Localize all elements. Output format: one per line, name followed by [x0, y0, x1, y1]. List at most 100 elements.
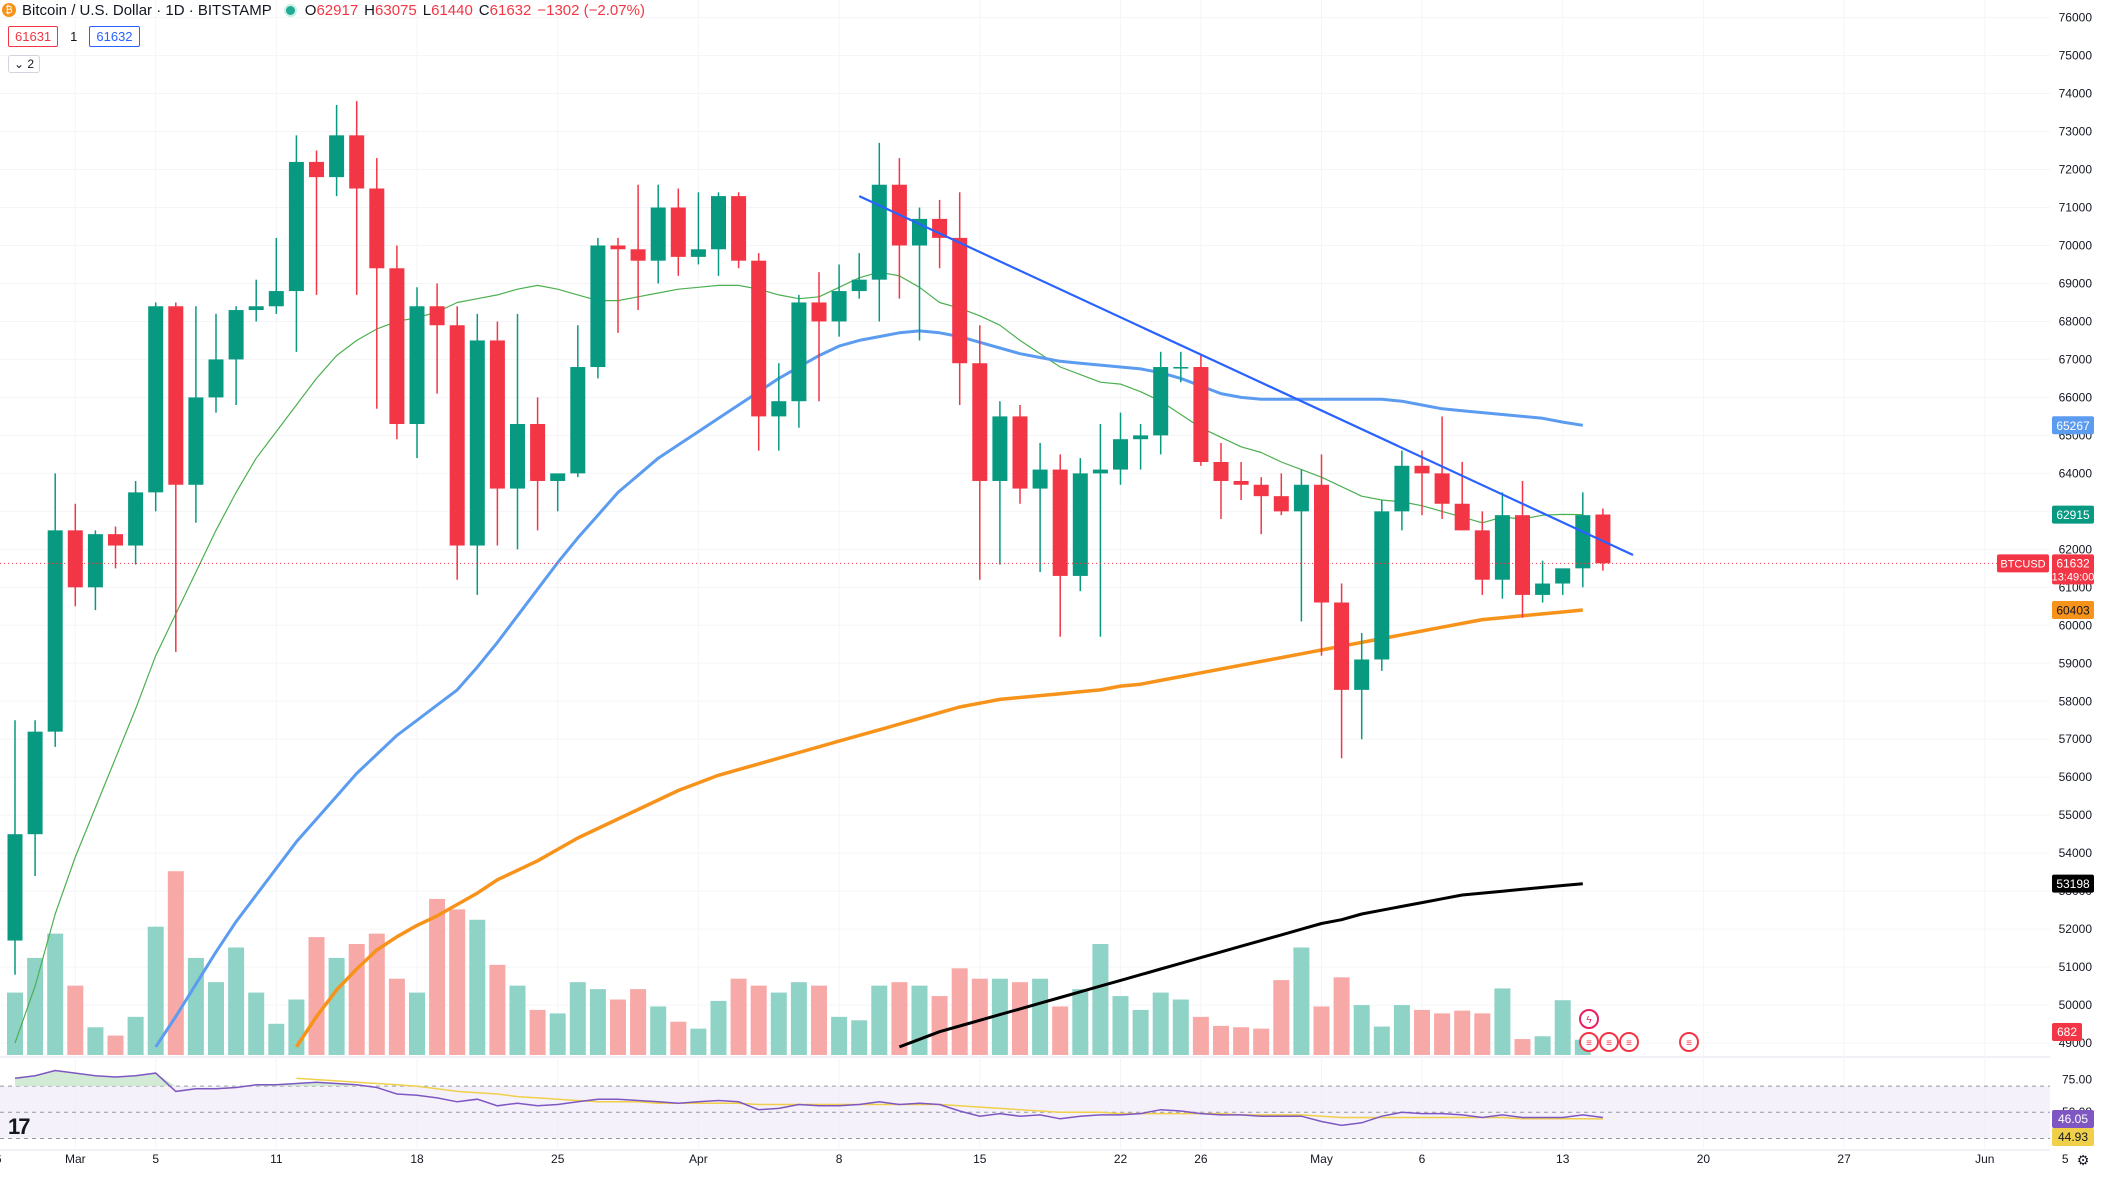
flag-event-icon[interactable]: ≡ — [1599, 1032, 1619, 1052]
candle[interactable] — [690, 249, 706, 257]
candle[interactable] — [791, 302, 807, 402]
candle[interactable] — [1454, 503, 1470, 531]
candle[interactable] — [871, 184, 887, 280]
ma-line-ma100[interactable] — [294, 608, 1583, 1048]
candle[interactable] — [650, 207, 666, 261]
flag-event-icon[interactable]: ≡ — [1679, 1032, 1699, 1052]
candle[interactable] — [1012, 416, 1028, 489]
tradingview-logo-icon[interactable]: 17 — [8, 1114, 31, 1139]
candle[interactable] — [630, 249, 646, 261]
price-axis[interactable]: 4900050000510005200053000540005500056000… — [1997, 0, 2114, 1175]
candle[interactable] — [1354, 659, 1370, 690]
candle[interactable] — [409, 306, 425, 424]
rsi-ma-value-label[interactable]: 44.93 — [2052, 1128, 2094, 1146]
candle[interactable] — [47, 530, 63, 732]
candle[interactable] — [148, 306, 164, 493]
candle[interactable] — [1253, 484, 1269, 497]
candle[interactable] — [1113, 439, 1128, 470]
rsi-ma-line[interactable] — [296, 1077, 1603, 1120]
market-status-icon[interactable] — [283, 3, 297, 17]
candle[interactable] — [1092, 469, 1108, 474]
indicators-toggle[interactable]: ⌄ 2 — [8, 55, 41, 73]
candle[interactable] — [208, 359, 224, 398]
buy-price-button[interactable]: 61632 — [89, 26, 140, 47]
candle[interactable] — [590, 245, 606, 368]
candle[interactable] — [1515, 515, 1530, 595]
candle[interactable] — [952, 237, 968, 364]
candle[interactable] — [751, 260, 767, 417]
candle[interactable] — [469, 340, 485, 546]
time-axis[interactable]: 26 Mar 5 11 18 25 Apr 8 15 22 26 May 6 13 20 27 Jun 5 — [0, 1152, 2069, 1166]
rsi-line[interactable] — [14, 1069, 1603, 1127]
candle[interactable] — [992, 416, 1008, 481]
candle[interactable] — [1494, 515, 1510, 580]
flag-event-icon[interactable]: ≡ — [1579, 1032, 1599, 1052]
candle[interactable] — [108, 534, 123, 546]
candle[interactable] — [128, 492, 144, 546]
candle[interactable] — [7, 834, 23, 941]
candle[interactable] — [489, 340, 505, 489]
candle[interactable] — [67, 530, 83, 588]
candle[interactable] — [1314, 484, 1329, 603]
candle[interactable] — [1434, 473, 1450, 504]
candle[interactable] — [1414, 465, 1430, 474]
symbol-label[interactable]: BTCUSD — [1997, 554, 2049, 573]
candle[interactable] — [228, 310, 244, 360]
trendline-layer[interactable] — [0, 195, 2050, 564]
candle[interactable] — [1595, 514, 1611, 564]
candle[interactable] — [188, 397, 204, 485]
candle[interactable] — [510, 424, 525, 489]
candle[interactable] — [1334, 602, 1350, 690]
ma-line-ma50[interactable] — [154, 329, 1584, 1048]
candle[interactable] — [570, 367, 586, 474]
candle[interactable] — [87, 534, 103, 588]
ma200-price-label[interactable]: 53198 — [2052, 874, 2094, 893]
candle[interactable] — [288, 161, 304, 292]
candle[interactable] — [1032, 469, 1048, 489]
candle[interactable] — [1374, 511, 1390, 660]
candle[interactable] — [1293, 484, 1309, 512]
volume-label[interactable]: 682 — [2052, 1023, 2082, 1041]
candle[interactable] — [1213, 461, 1229, 481]
candle[interactable] — [972, 363, 988, 481]
candle[interactable] — [670, 207, 686, 257]
rsi-value-label[interactable]: 46.05 — [2052, 1110, 2094, 1128]
candle[interactable] — [27, 731, 43, 835]
candle[interactable] — [811, 302, 827, 322]
candle[interactable] — [1555, 568, 1571, 584]
settings-gear-icon[interactable]: ⚙ — [2077, 1152, 2090, 1168]
candle[interactable] — [389, 268, 405, 424]
candle[interactable] — [1193, 367, 1209, 462]
candle[interactable] — [329, 135, 345, 178]
candle[interactable] — [449, 325, 465, 546]
ma-line-ma200[interactable] — [898, 882, 1583, 1049]
candle[interactable] — [1273, 496, 1289, 512]
candle[interactable] — [248, 306, 264, 311]
candle[interactable] — [349, 135, 365, 189]
bolt-event-icon[interactable]: ϟ — [1579, 1009, 1599, 1029]
candle[interactable] — [268, 291, 284, 307]
candle[interactable] — [771, 401, 787, 417]
candle[interactable] — [711, 196, 726, 250]
candle[interactable] — [1233, 480, 1249, 485]
candle[interactable] — [831, 291, 847, 322]
candle[interactable] — [1173, 367, 1189, 369]
candle[interactable] — [429, 306, 445, 326]
candle[interactable] — [610, 245, 626, 250]
candle[interactable] — [309, 161, 324, 178]
ma100-price-label[interactable]: 60403 — [2052, 600, 2094, 619]
candles-layer[interactable] — [7, 101, 1611, 975]
events-layer[interactable]: ϟ ≡ ≡ ≡ ≡ — [1579, 1009, 1699, 1052]
candle[interactable] — [1474, 530, 1490, 580]
trendline-drawing[interactable] — [858, 195, 1634, 557]
candle[interactable] — [530, 424, 546, 481]
ma20-price-label[interactable]: 62915 — [2052, 505, 2094, 524]
candle[interactable] — [731, 196, 747, 261]
candle[interactable] — [932, 218, 948, 238]
candle[interactable] — [1133, 435, 1149, 440]
candle[interactable] — [168, 306, 184, 485]
sell-price-button[interactable]: 61631 — [8, 26, 59, 47]
